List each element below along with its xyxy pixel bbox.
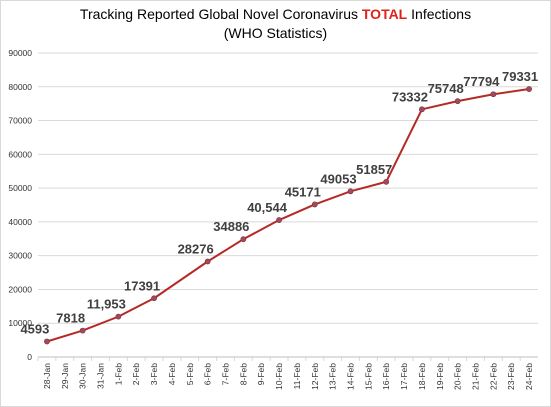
x-tick-label: 24-Feb [524,363,534,390]
data-point [44,338,50,345]
data-label: 4593 [20,321,49,336]
data-point [276,217,282,223]
data-label: 73332 [392,89,428,104]
data-label: 7818 [56,311,85,326]
data-label: 28276 [178,241,214,256]
data-point [490,91,497,98]
y-tick-label: 10000 [8,318,32,328]
data-point [151,295,157,302]
x-tick-label: 17-Feb [399,363,409,390]
y-tick-label: 30000 [8,251,32,261]
y-tick-label: 60000 [8,149,32,159]
x-tick-label: 18-Feb [417,363,427,390]
data-point [526,86,532,92]
data-point [347,188,354,195]
y-tick-label: 40000 [8,217,32,227]
x-tick-label: 29-Jan [60,363,70,389]
x-tick-label: 4-Feb [167,363,177,385]
y-tick-label: 20000 [8,284,32,294]
data-point [79,327,86,334]
x-tick-label: 12-Feb [310,363,320,390]
y-tick-label: 0 [27,352,32,362]
x-tick-label: 19-Feb [435,363,445,390]
x-tick-label: 5-Feb [185,363,195,385]
x-tick-label: 13-Feb [328,363,338,390]
y-tick-label: 90000 [8,48,32,58]
x-tick-label: 8-Feb [238,363,248,385]
data-point [115,313,122,320]
x-tick-label: 7-Feb [221,363,231,385]
x-tick-label: 23-Feb [506,363,516,390]
data-label: 77794 [463,74,500,89]
data-point [311,201,318,208]
data-label: 75748 [428,81,464,96]
x-tick-label: 21-Feb [471,363,481,390]
data-label: 49053 [320,171,356,186]
x-tick-label: 9-Feb [256,363,266,385]
x-tick-label: 16-Feb [381,363,391,390]
series-line [46,88,530,343]
x-tick-label: 10-Feb [274,363,284,390]
x-tick-label: 6-Feb [203,363,213,385]
x-tick-label: 28-Jan [42,363,52,389]
x-tick-label: 2-Feb [131,363,141,385]
title-highlight: TOTAL [361,6,408,22]
data-label: 17391 [124,278,160,293]
data-point [419,106,425,113]
x-tick-label: 22-Feb [488,363,498,390]
data-label: 34886 [213,219,249,234]
data-point [454,98,461,105]
x-tick-label: 11-Feb [292,363,302,390]
data-label: 11,953 [87,297,126,312]
data-label: 51857 [356,162,392,177]
x-tick-label: 1-Feb [113,363,123,385]
data-point [383,178,390,185]
chart-subtitle: (WHO Statistics) [223,25,328,41]
title-prefix: Tracking Reported Global Novel Coronavir… [79,6,362,22]
title-suffix: Infections [407,6,472,22]
y-tick-label: 70000 [8,116,32,126]
data-label: 45171 [285,184,321,199]
x-tick-label: 30-Jan [78,363,88,389]
x-tick-label: 31-Jan [96,363,106,389]
chart-title: Tracking Reported Global Novel Coronavir… [0,5,551,43]
y-tick-label: 80000 [8,82,32,92]
data-point [240,236,247,243]
x-tick-label: 15-Feb [363,363,373,390]
x-tick-label: 14-Feb [346,363,356,390]
x-tick-label: 20-Feb [453,363,463,390]
x-tick-label: 3-Feb [149,363,159,385]
data-label: 40,544 [247,200,288,215]
data-label: 79331 [502,69,538,84]
y-tick-label: 50000 [8,183,32,193]
data-point [204,258,211,265]
